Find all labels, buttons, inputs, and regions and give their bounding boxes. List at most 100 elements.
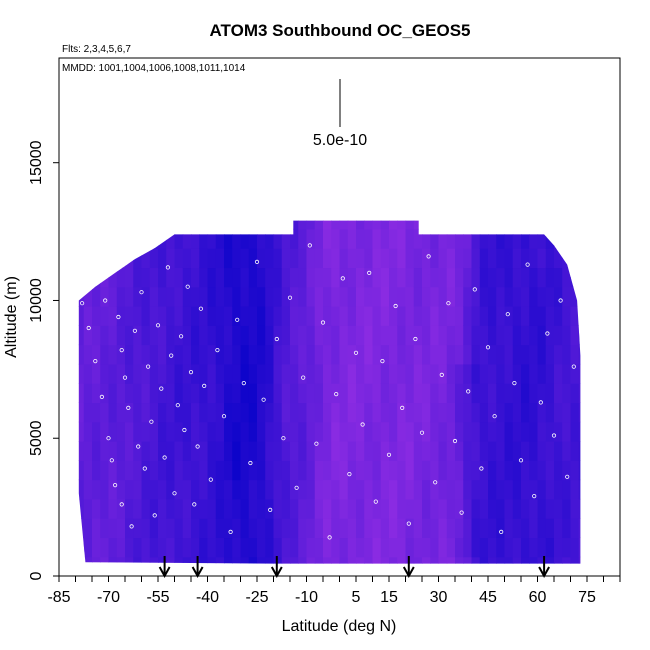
curtain-cell [331,421,341,442]
curtain-cell [512,344,522,365]
curtain-cell [347,537,357,558]
curtain-cell [158,402,167,423]
curtain-cell [224,325,233,346]
curtain-cell [455,440,464,461]
curtain-cell [545,220,555,230]
sample-point [119,502,124,507]
sample-point [215,347,220,353]
curtain-cell [207,267,217,288]
curtain-cell [100,286,110,307]
curtain-cell [207,248,217,269]
curtain-cell [521,556,530,564]
curtain-cell [389,537,398,558]
curtain-cell [380,248,390,269]
curtain-cell [191,402,200,423]
curtain-cell [306,267,316,288]
curtain-cell [339,248,349,269]
curtain-cell [496,537,506,558]
curtain-cell [100,325,110,346]
curtain-cell [488,383,497,404]
curtain-cell [380,498,390,519]
curtain-cell [78,267,85,288]
curtain-cell [224,421,233,442]
curtain-cell [298,479,308,500]
curtain-cell [141,286,151,307]
curtain-cell [545,402,555,423]
curtain-cell [347,402,357,423]
curtain-cell [141,344,151,365]
curtain-cell [446,460,456,481]
curtain-cell [174,383,184,404]
curtain-cell [149,383,159,404]
curtain-cell [521,344,530,365]
curtain-cell [78,479,85,500]
curtain-cell [380,325,390,346]
curtain-cell [471,479,481,500]
curtain-cell [306,228,316,249]
curtain-cell [397,440,407,461]
curtain-cell [199,498,209,519]
curtain-cell [356,518,365,539]
curtain-cell [191,421,200,442]
curtain-cell [273,220,283,230]
curtain-cell [182,537,192,558]
curtain-cell [224,344,233,365]
curtain-cell [166,421,176,442]
curtain-cell [166,556,176,564]
curtain-cell [273,556,283,564]
curtain-cell [83,402,93,423]
curtain-cell [281,537,291,558]
curtain-cell [422,556,431,564]
curtain-cell [521,460,530,481]
curtain-cell [199,383,209,404]
curtain-cell [92,402,101,423]
curtain-cell [463,556,473,564]
sample-point [142,466,147,471]
curtain-cell [281,248,291,269]
curtain-cell [265,556,275,564]
curtain-cell [562,305,572,326]
curtain-cell [356,363,365,384]
y-axis: 0 5000 10000 15000 [28,140,60,580]
curtain-cell [149,344,159,365]
curtain-cell [78,440,85,461]
curtain-cell [537,460,547,481]
curtain-cell [199,460,209,481]
curtain-cell [389,228,398,249]
curtain-cell [290,421,299,442]
curtain-cell [521,286,530,307]
curtain-cell [182,479,192,500]
curtain-cell [273,402,283,423]
curtain-cell [158,498,167,519]
curtain-cell [182,248,192,269]
curtain-cell [133,537,143,558]
curtain-cell [331,248,341,269]
curtain-cell [364,498,374,519]
curtain-cell [78,556,85,564]
curtain-cell [578,344,581,365]
curtain-cell [455,421,464,442]
curtain-cell [133,421,143,442]
sample-point [172,491,177,496]
curtain-cell [554,556,563,564]
curtain-cell [240,220,250,230]
curtain-cell [463,344,473,365]
curtain-cell [504,220,514,230]
curtain-cell [422,383,431,404]
curtain-cell [545,537,555,558]
curtain-cell [158,363,167,384]
curtain-cell [422,421,431,442]
curtain-cell [248,421,258,442]
curtain-cell [529,305,539,326]
curtain-cell [463,440,473,461]
curtain-cell [273,344,283,365]
sample-point [136,444,141,449]
curtain-cell [529,220,539,230]
curtain-cell [199,479,209,500]
curtain-cell [298,383,308,404]
curtain-cell [158,248,167,269]
curtain-cell [479,220,489,230]
curtain-cell [356,402,365,423]
curtain-cell [257,286,266,307]
curtain-cell [224,228,233,249]
